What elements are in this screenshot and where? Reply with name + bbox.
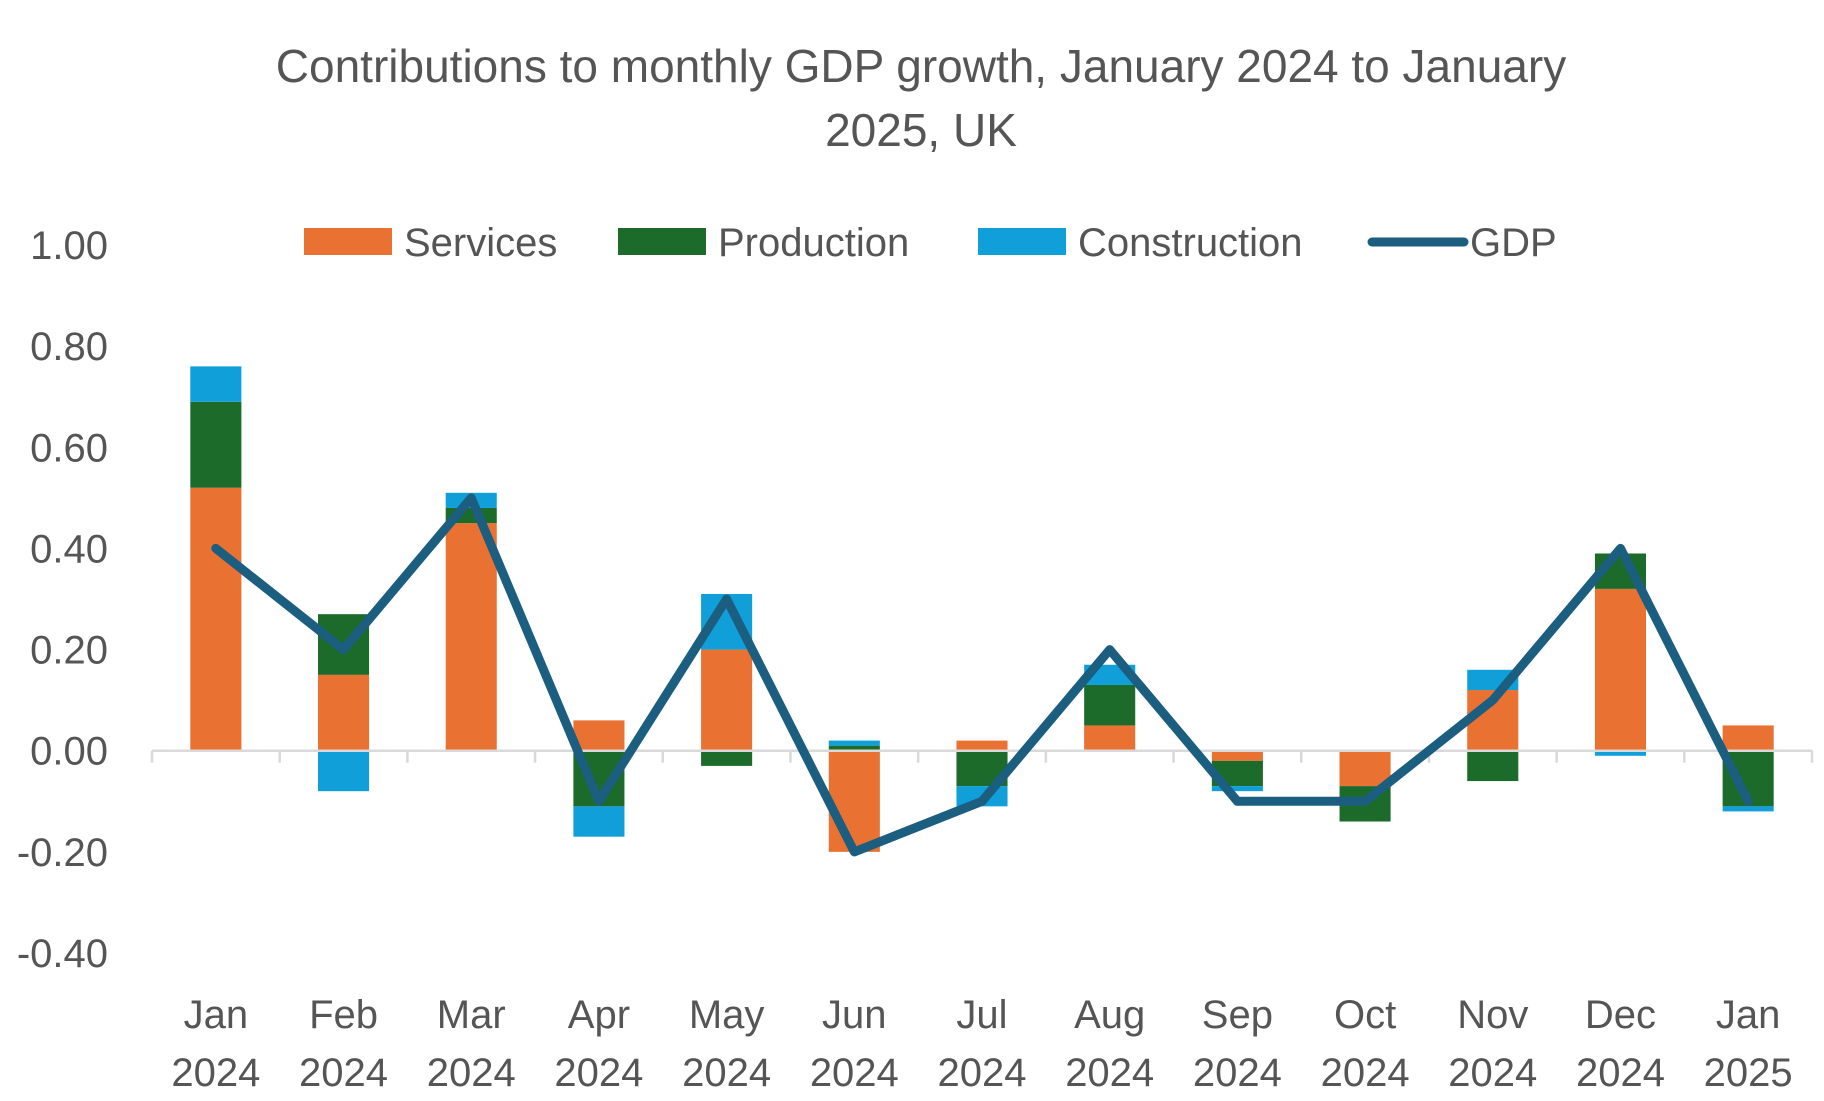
x-tick-label: 2024 <box>171 1051 260 1095</box>
x-tick-label: Apr <box>568 993 630 1037</box>
y-tick-label: 0.00 <box>30 730 108 774</box>
legend-label-production: Production <box>718 221 909 265</box>
bar-services-3 <box>445 523 497 751</box>
x-tick-label: 2024 <box>1193 1051 1282 1095</box>
bar-construction-2 <box>318 750 370 792</box>
bar-services-13 <box>1722 725 1774 751</box>
legend-swatch-production <box>618 228 706 255</box>
bar-marks <box>190 366 1774 852</box>
bar-construction-9 <box>1211 786 1263 792</box>
x-tick-label: 2024 <box>682 1051 771 1095</box>
chart-legend: Services Production Construction GDP <box>304 221 1557 265</box>
x-tick-label: Jan <box>184 993 249 1037</box>
chart-title-line-2: 2025, UK <box>825 104 1017 156</box>
y-tick-label: -0.40 <box>17 932 108 976</box>
x-tick-label: Jun <box>822 993 887 1037</box>
y-tick-label: 0.20 <box>30 629 108 673</box>
bar-construction-13 <box>1722 806 1774 812</box>
bar-production-8 <box>1084 684 1136 726</box>
x-tick-label: 2024 <box>1576 1051 1665 1095</box>
gdp-line-series <box>211 493 1753 857</box>
legend-swatch-services <box>304 228 392 255</box>
x-tick-label: Sep <box>1202 993 1273 1037</box>
y-tick-label: 0.80 <box>30 325 108 369</box>
bar-services-4 <box>573 720 625 751</box>
x-axis-line <box>150 749 1814 763</box>
bar-services-2 <box>318 674 370 751</box>
y-tick-label: 0.40 <box>30 527 108 571</box>
x-tick-label: 2024 <box>810 1051 899 1095</box>
x-tick-label: Jul <box>956 993 1007 1037</box>
y-tick-label: -0.20 <box>17 831 108 875</box>
x-axis: Jan 2024 Feb 2024 Mar 2024 Apr 2024 May 2024 Jun 20… <box>171 993 1792 1095</box>
bar-services-7 <box>956 740 1008 751</box>
y-axis: 1.00 0.80 0.60 0.40 0.20 0.00 -0.20 -0.40 <box>17 224 108 976</box>
x-tick-label: 2024 <box>938 1051 1027 1095</box>
bar-services-1 <box>190 487 242 751</box>
legend-label-construction: Construction <box>1078 221 1303 265</box>
x-tick-label: 2024 <box>1321 1051 1410 1095</box>
y-tick-label: 0.60 <box>30 426 108 470</box>
bar-construction-1 <box>190 366 242 402</box>
x-tick-label: Nov <box>1457 993 1528 1037</box>
x-tick-label: Jan <box>1716 993 1781 1037</box>
bar-production-11 <box>1467 750 1519 782</box>
line-gdp <box>211 493 1753 857</box>
legend-swatch-construction <box>978 228 1066 255</box>
chart-title-line-1: Contributions to monthly GDP growth, Jan… <box>276 40 1566 92</box>
x-tick-label: 2024 <box>1448 1051 1537 1095</box>
x-tick-label: Aug <box>1074 993 1145 1037</box>
bar-construction-6 <box>828 740 880 746</box>
x-tick-label: Dec <box>1585 993 1656 1037</box>
x-tick-label: 2024 <box>1065 1051 1154 1095</box>
chart-title: Contributions to monthly GDP growth, Jan… <box>276 40 1566 156</box>
bar-production-5 <box>701 750 753 766</box>
bar-services-9 <box>1211 750 1263 761</box>
bar-services-6 <box>828 750 880 852</box>
x-tick-label: Mar <box>437 993 506 1037</box>
x-tick-label: 2024 <box>554 1051 643 1095</box>
bar-services-12 <box>1594 588 1646 751</box>
bar-construction-4 <box>573 806 625 837</box>
bar-production-1 <box>190 401 242 488</box>
legend-label-gdp: GDP <box>1470 221 1557 265</box>
x-tick-label: Oct <box>1334 993 1396 1037</box>
x-tick-label: 2024 <box>427 1051 516 1095</box>
x-tick-label: 2024 <box>299 1051 388 1095</box>
legend-label-services: Services <box>404 221 557 265</box>
bar-services-8 <box>1084 725 1136 751</box>
bar-production-6 <box>828 745 880 751</box>
x-tick-label: 2025 <box>1704 1051 1793 1095</box>
x-tick-label: Feb <box>309 993 378 1037</box>
bar-services-10 <box>1339 750 1391 787</box>
y-tick-label: 1.00 <box>30 224 108 268</box>
x-tick-label: May <box>689 993 765 1037</box>
bar-services-5 <box>701 649 753 751</box>
bar-construction-12 <box>1594 750 1646 756</box>
